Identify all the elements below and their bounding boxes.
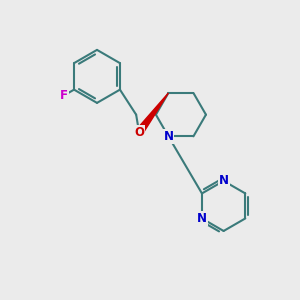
- Text: O: O: [134, 126, 144, 139]
- Text: N: N: [164, 130, 173, 143]
- Text: N: N: [197, 212, 207, 225]
- Text: F: F: [60, 89, 68, 102]
- Text: N: N: [219, 174, 229, 188]
- Polygon shape: [136, 93, 168, 135]
